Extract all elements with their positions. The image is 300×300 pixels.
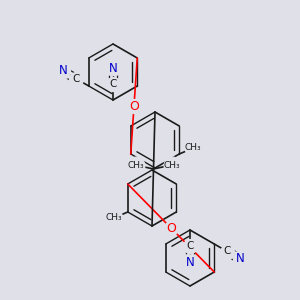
Text: CH₃: CH₃: [163, 160, 180, 169]
Text: C: C: [109, 79, 117, 89]
Text: CH₃: CH₃: [105, 214, 122, 223]
Text: N: N: [186, 256, 194, 268]
Text: CH₃: CH₃: [127, 160, 144, 169]
Text: CH₃: CH₃: [185, 143, 202, 152]
Text: C: C: [72, 74, 80, 83]
Text: O: O: [129, 100, 139, 112]
Text: N: N: [109, 61, 117, 74]
Text: N: N: [58, 64, 67, 77]
Text: N: N: [236, 253, 244, 266]
Text: C: C: [186, 241, 194, 251]
Text: O: O: [166, 221, 176, 235]
Text: C: C: [224, 247, 231, 256]
